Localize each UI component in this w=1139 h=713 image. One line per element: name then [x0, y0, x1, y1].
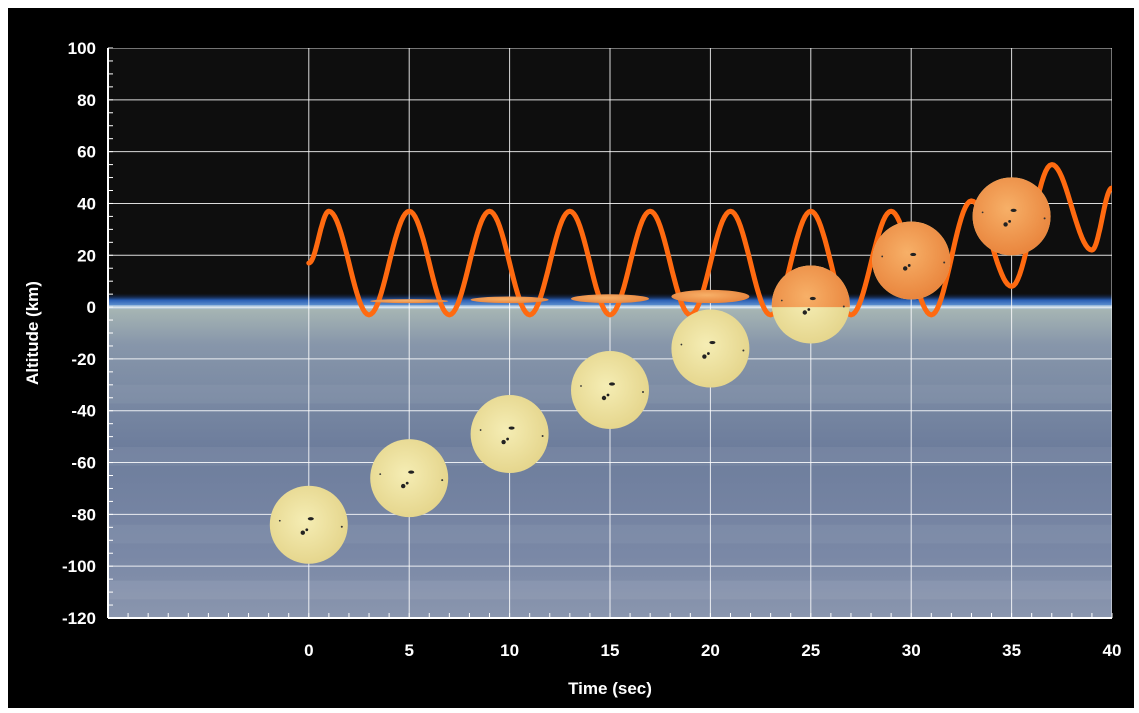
sunspot	[300, 530, 305, 535]
sunspot	[802, 310, 807, 315]
sunspot	[601, 395, 607, 401]
sunspot	[943, 261, 946, 264]
sunspot	[1043, 217, 1046, 220]
sunspot	[506, 437, 509, 441]
plot-area	[108, 48, 1112, 618]
sunspot	[305, 528, 309, 532]
sun-refracted-image	[370, 299, 449, 304]
sun-refracted-image	[470, 296, 549, 304]
sunspot	[780, 299, 783, 302]
x-axis-label: Time (sec)	[568, 679, 652, 698]
x-tick-label: 5	[404, 641, 413, 660]
sun-refracted-image	[571, 294, 649, 304]
sunspot	[981, 211, 984, 214]
sunspot	[501, 439, 506, 445]
y-tick-label: 100	[68, 39, 96, 58]
y-tick-label: 20	[77, 246, 96, 265]
sunspot	[1008, 220, 1011, 223]
sun-disk	[269, 485, 348, 564]
sunspot	[606, 393, 610, 397]
x-tick-label: 40	[1103, 641, 1122, 660]
sun-marker	[470, 296, 549, 474]
sunspot	[1003, 222, 1008, 227]
sunspot	[881, 255, 884, 258]
sunspot	[441, 479, 444, 482]
sun-disk	[370, 439, 449, 518]
sunspot	[842, 305, 845, 308]
sunspot	[642, 391, 644, 393]
sun-marker	[571, 294, 649, 429]
sunspot	[707, 352, 710, 355]
sun-marker	[370, 299, 449, 518]
sunspot	[541, 435, 544, 438]
sunspot	[405, 481, 409, 485]
sunspot	[580, 385, 582, 387]
sunspot	[408, 470, 415, 474]
x-tick-label: 35	[1002, 641, 1021, 660]
y-tick-label: -80	[71, 505, 96, 524]
sunspot	[508, 426, 515, 430]
y-tick-label: -20	[71, 350, 96, 369]
sun-disk	[671, 309, 750, 388]
y-axis-label: Altitude (km)	[23, 281, 42, 385]
sunspot	[807, 308, 811, 311]
sunspot	[479, 429, 482, 431]
y-tick-label: 60	[77, 143, 96, 162]
y-tick-label: -120	[62, 609, 96, 628]
sun-visible-part	[972, 177, 1051, 256]
axes: 100 80 60 40 20 0 -20 -40 -60 -80 -100 -120 0 5 10 15 20…	[62, 39, 1121, 660]
sunspot	[278, 519, 281, 522]
altitude-chart: 100 80 60 40 20 0 -20 -40 -60 -80 -100 -120 0 5 10 15 20…	[23, 39, 1121, 698]
sun-visible-part	[872, 221, 951, 300]
grid	[108, 48, 1112, 618]
x-tick-label: 30	[902, 641, 921, 660]
y-tick-label: 40	[77, 194, 96, 213]
sun-marker	[269, 485, 348, 564]
sun-marker	[671, 289, 750, 388]
y-tick-label: 0	[87, 298, 96, 317]
sunspot	[340, 525, 343, 528]
y-tick-label: -60	[71, 454, 96, 473]
sun-marker	[771, 265, 850, 344]
sunspot	[401, 483, 406, 489]
sunspot	[709, 340, 716, 345]
sunspot	[809, 296, 816, 301]
sun-refracted-image	[671, 289, 750, 304]
sun-marker	[972, 177, 1051, 256]
sunspot	[609, 382, 615, 386]
sun-marker	[872, 221, 951, 300]
sunspot	[680, 343, 683, 346]
y-tick-label: 80	[77, 91, 96, 110]
sun-disk	[571, 351, 649, 429]
chart-frame: 100 80 60 40 20 0 -20 -40 -60 -80 -100 -120 0 5 10 15 20…	[8, 8, 1134, 708]
sunspot	[742, 349, 745, 352]
sunspot	[702, 354, 707, 359]
sunspot	[903, 266, 908, 271]
sunspot	[910, 252, 917, 257]
x-tick-label: 15	[601, 641, 620, 660]
y-tick-label: -100	[62, 557, 96, 576]
x-tick-label: 20	[701, 641, 720, 660]
sunspot	[1010, 208, 1017, 213]
sun-disk	[470, 395, 549, 474]
sunspot	[307, 517, 314, 521]
sunspot	[907, 264, 911, 267]
sun-visible-part	[771, 265, 850, 308]
x-tick-label: 25	[801, 641, 820, 660]
sunspot	[379, 473, 382, 475]
y-tick-label: -40	[71, 402, 96, 421]
x-tick-label: 0	[304, 641, 313, 660]
x-tick-label: 10	[500, 641, 519, 660]
